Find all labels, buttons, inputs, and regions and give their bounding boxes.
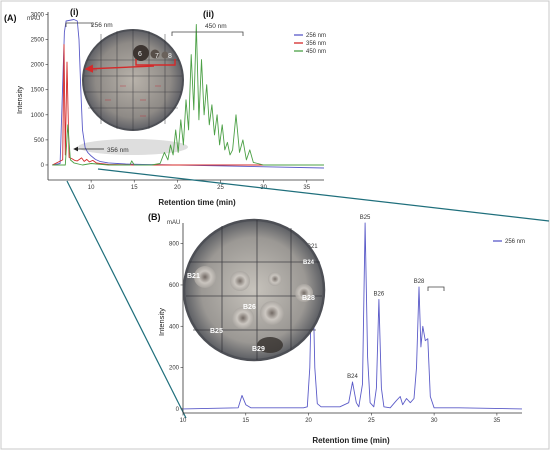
panel-a-x-tick-label: 15 [131,185,138,191]
panel-b-y-tick-label: 800 [169,242,180,248]
panel-a-series-356-nm [52,44,324,166]
plate-b-label-b21: B21 [187,273,200,280]
panel-b-y-tick-label: 400 [169,324,180,330]
plate-a-dark-zone [133,45,149,61]
plate-b-label-b24: B24 [303,260,315,266]
panel-b-y-tick-label: 0 [176,407,180,413]
peak-label-b28: B28 [414,279,425,285]
plate-a-number-6: 6 [138,51,142,58]
panel-a-y-axis-label: Intensity [15,86,24,114]
panel-a-x-axis-label: Retention time (min) [158,198,236,207]
bracket-256-nm-label: 256 nm [91,22,113,29]
panel-b-series-256-nm [182,222,523,410]
plate-b-zone-right [268,272,282,286]
panel-b-x-tick-label: 25 [368,418,375,424]
panel-a-y-tick-label: 500 [34,138,45,144]
plate-a-number-7: 7 [155,53,159,60]
peak-label-b25: B25 [360,215,371,221]
plate-b-label-b26: B26 [243,304,256,311]
plate-a-dark-zone-2 [150,49,160,59]
panel-a-label: (A) [4,13,17,23]
panel-b-axes: 10 15 20 25 30 35 0 200 400 600 800 [169,223,522,424]
panel-a-y-tick-label: 1000 [31,113,45,119]
panel-b-x-tick-label: 30 [431,418,438,424]
peak-label-b21: B21 [307,244,318,250]
plate-b-zone-b21 [194,266,216,288]
plate-a-shadow [78,139,188,155]
plate-b-grid-lines [186,220,322,360]
annotation-region-i: (i) [70,7,79,17]
panel-b-peak-labels: B21 B24 B25 B26 B28 [307,215,425,380]
panel-a-y-tick-label: 0 [41,163,45,169]
plate-b-label-b29: B29 [252,346,265,353]
panel-a-series [52,19,325,169]
panel-b-series [182,222,523,410]
plate-b-zone-b26 [260,301,284,325]
plate-b-zone-b28 [295,284,313,302]
panel-a-y-tick-label: 1500 [31,88,45,94]
legend-a-label-356: 356 nm [306,41,326,47]
panel-a-y-unit: mAU [27,16,40,22]
panel-a-series-256-nm [52,19,325,169]
panel-a-x-tick-label: 25 [217,185,224,191]
panel-b-y-unit: mAU [167,220,180,226]
panel-a-series-450-nm [52,24,324,166]
peak-label-b24: B24 [347,374,358,380]
plate-a-red-arrow [84,64,155,73]
plate-b-zone-center [230,271,250,291]
panel-a-x-tick-label: 10 [88,185,95,191]
panel-a-y-tick-label: 2500 [31,38,45,44]
panel-a-y-tick-label: 2000 [31,63,45,69]
panel-b-x-tick-label: 15 [242,418,249,424]
annotation-region-ii: (ii) [203,9,214,19]
panel-a-x-tick-label: 35 [303,185,310,191]
panel-b-y-tick-label: 600 [169,283,180,289]
zoom-connector-right [97,168,550,222]
panel-b-y-axis-label: Intensity [157,308,166,336]
arrow-356-nm-label: 356 nm [107,147,129,154]
legend-a-label-450: 450 nm [306,49,326,55]
plate-b-label-b28: B28 [302,295,315,302]
plate-a-number-8: 8 [168,53,172,60]
legend-a-label-256: 256 nm [306,33,326,39]
panel-a-y-tick-label: 3000 [31,13,45,19]
plate-a-dark-zone-3 [161,51,169,59]
plate-b-dish [182,218,326,362]
plate-b-zone-b25 [232,307,254,329]
panel-b-y-tick-label: 200 [169,366,180,372]
legend-b-label-256: 256 nm [505,239,525,245]
panel-b-x-tick-label: 35 [494,418,501,424]
plate-b-label-b25: B25 [210,328,223,335]
panel-b-x-tick-label: 20 [305,418,312,424]
bracket-450-nm-label: 450 nm [205,23,227,30]
panel-a-x-tick-label: 20 [174,185,181,191]
zoom-connector-left [66,180,187,419]
bracket-256-nm [65,22,93,27]
panel-b-x-tick-label: 10 [180,418,187,424]
panel-a-plot: 101520253035050010001500200025003000 [31,7,326,191]
plate-a-grid-lines [84,30,182,130]
peak-label-b26: B26 [374,291,385,297]
panel-a-legend: 256 nm 356 nm 450 nm [294,33,326,55]
petri-plate-b: B21 B25 B26 B28 B29 B24 [182,218,326,362]
panel-b-label: (B) [148,212,161,222]
plate-b-zone-b29 [257,337,283,353]
bracket-b28 [427,286,445,291]
bracket-450-nm [171,31,244,36]
petri-plate-a: 6 7 8 [78,29,188,155]
panel-b-x-axis-label: Retention time (min) [312,436,390,445]
plate-a-red-bracket [135,59,176,66]
